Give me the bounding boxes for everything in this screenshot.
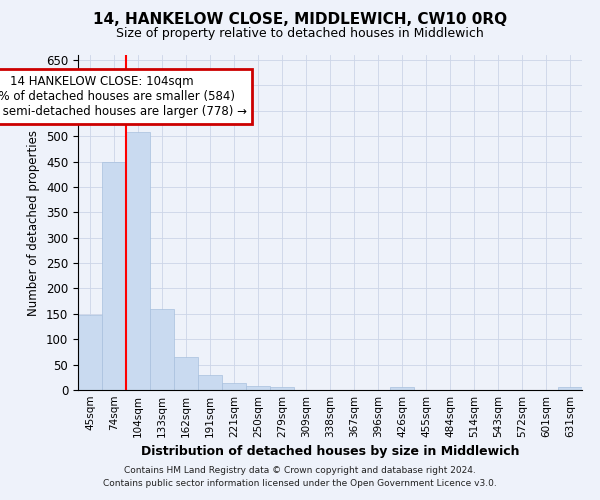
Text: Size of property relative to detached houses in Middlewich: Size of property relative to detached ho… [116,28,484,40]
Y-axis label: Number of detached properties: Number of detached properties [28,130,40,316]
Text: 14, HANKELOW CLOSE, MIDDLEWICH, CW10 0RQ: 14, HANKELOW CLOSE, MIDDLEWICH, CW10 0RQ [93,12,507,28]
Text: Contains HM Land Registry data © Crown copyright and database right 2024.
Contai: Contains HM Land Registry data © Crown c… [103,466,497,487]
Bar [198,375,222,390]
Bar [78,315,102,390]
Bar [390,388,414,390]
X-axis label: Distribution of detached houses by size in Middlewich: Distribution of detached houses by size … [141,446,519,458]
Bar [222,384,246,390]
Bar [270,388,294,390]
Bar [558,388,582,390]
Bar [102,162,126,390]
Bar [126,132,150,390]
Bar [150,309,174,390]
Bar [174,357,198,390]
Text: 14 HANKELOW CLOSE: 104sqm
← 43% of detached houses are smaller (584)
57% of semi: 14 HANKELOW CLOSE: 104sqm ← 43% of detac… [0,76,247,118]
Bar [246,386,270,390]
